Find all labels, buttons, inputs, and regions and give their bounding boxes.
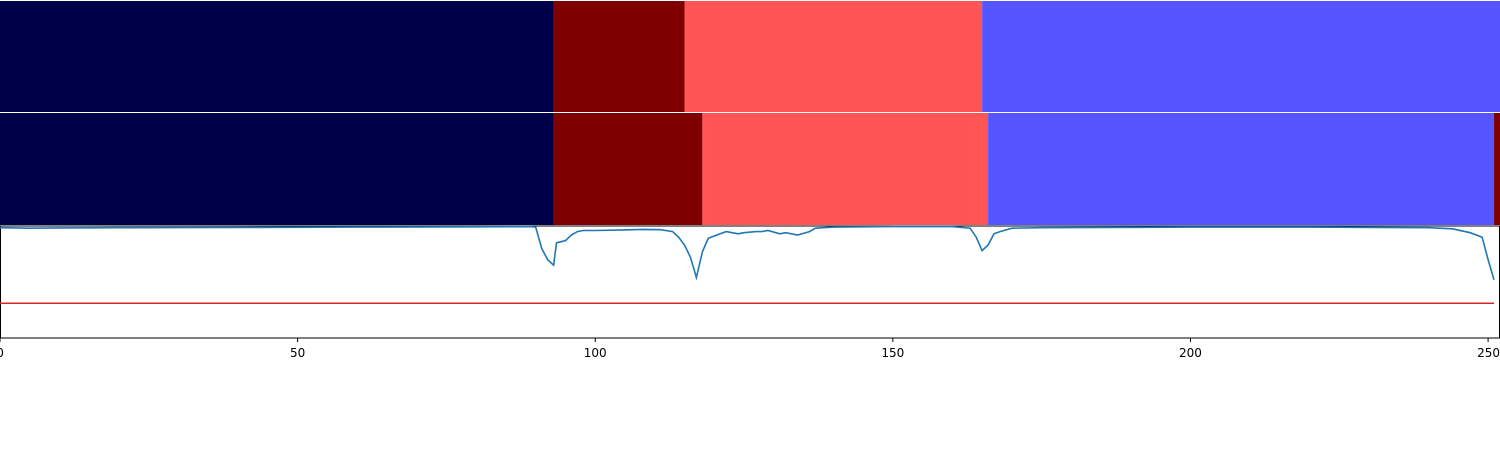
segment-row0-0	[0, 1, 554, 112]
segment-row1-4	[1494, 113, 1500, 225]
line-panel	[0, 225, 1500, 339]
x-tick-label: 50	[290, 346, 305, 360]
segment-row0-2	[684, 1, 983, 112]
segment-row0-1	[553, 1, 685, 112]
x-tick-label: 150	[881, 346, 904, 360]
segment-row1-3	[988, 113, 1495, 225]
x-axis: 0 50 100 150 200 250	[0, 338, 1500, 360]
segmentation-row-top	[0, 1, 1500, 112]
segment-row1-2	[702, 113, 989, 225]
x-tick-label: 0	[0, 346, 4, 360]
segment-row1-1	[553, 113, 703, 225]
signal-line	[0, 225, 1495, 281]
x-tick-label: 250	[1477, 346, 1500, 360]
segment-row1-0	[0, 113, 554, 225]
segment-row0-3	[982, 1, 1500, 112]
segmentation-row-bottom	[0, 113, 1500, 225]
x-tick-label: 200	[1179, 346, 1202, 360]
x-tick-label: 100	[584, 346, 607, 360]
line-panel-frame	[0, 225, 1500, 339]
